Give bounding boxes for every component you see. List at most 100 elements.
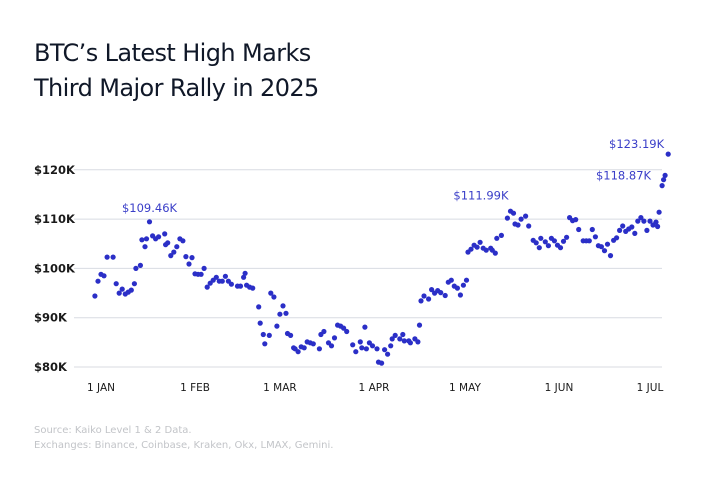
- x-tick-label: 1 JAN: [87, 382, 115, 394]
- data-point: [494, 235, 500, 241]
- data-point: [448, 277, 454, 283]
- data-point: [604, 241, 611, 247]
- data-point: [620, 223, 626, 229]
- data-point: [656, 209, 662, 215]
- price-annotations: $109.46K $111.99K $118.87K $123.19K: [122, 137, 665, 215]
- data-point: [438, 290, 444, 296]
- chart-footer: Source: Kaiko Level 1 & 2 Data. Exchange…: [34, 423, 333, 453]
- data-point: [483, 247, 489, 253]
- data-point: [426, 296, 432, 302]
- data-point: [274, 323, 280, 329]
- data-point: [592, 234, 599, 240]
- data-point: [241, 274, 247, 280]
- data-point: [189, 255, 195, 261]
- data-point: [638, 215, 644, 221]
- data-point: [277, 311, 283, 317]
- data-point: [288, 332, 294, 338]
- data-point: [204, 284, 210, 290]
- data-point: [635, 218, 641, 224]
- data-point: [321, 328, 327, 335]
- data-point: [183, 254, 189, 260]
- data-point: [545, 243, 552, 249]
- data-point: [213, 274, 219, 280]
- y-tick-label: $100K: [34, 261, 76, 275]
- data-point: [442, 292, 448, 299]
- data-point: [374, 346, 380, 352]
- data-point: [359, 345, 365, 351]
- data-point: [560, 238, 567, 244]
- data-point: [250, 285, 256, 291]
- data-point: [400, 331, 406, 338]
- data-point: [429, 287, 435, 293]
- data-point: [551, 238, 558, 244]
- data-point: [659, 183, 665, 189]
- data-point: [661, 177, 667, 183]
- data-point: [237, 283, 244, 289]
- y-gridlines: [74, 169, 662, 368]
- y-tick-label: $90K: [34, 311, 68, 325]
- data-point: [310, 341, 316, 347]
- data-point: [586, 238, 592, 244]
- data-point: [362, 324, 368, 330]
- data-point: [607, 253, 614, 259]
- data-point: [498, 232, 504, 238]
- data-point: [328, 343, 335, 349]
- data-point: [515, 222, 521, 228]
- data-point: [350, 342, 356, 348]
- data-point: [174, 244, 180, 250]
- data-point: [589, 226, 595, 233]
- data-point: [421, 293, 427, 299]
- data-point: [104, 254, 110, 260]
- data-point: [262, 341, 268, 347]
- chart-title-line-1: BTC’s Latest High Marks: [34, 39, 311, 67]
- data-point: [266, 332, 272, 338]
- data-point: [492, 250, 498, 256]
- chart-title-line-2: Third Major Rally in 2025: [34, 74, 319, 102]
- data-point: [389, 336, 395, 342]
- x-tick-label: 1 JUN: [545, 382, 574, 394]
- data-point: [146, 219, 153, 225]
- data-point: [564, 234, 570, 240]
- data-point: [168, 253, 174, 259]
- data-point: [474, 244, 480, 250]
- y-axis-tick-labels: $80K $90K $100K $110K $120K: [34, 163, 76, 374]
- price-annotation: $123.19K: [609, 137, 665, 151]
- data-point: [95, 278, 101, 284]
- data-point: [92, 293, 98, 299]
- data-point: [119, 286, 125, 292]
- data-point: [295, 349, 301, 355]
- data-point: [165, 240, 171, 246]
- data-point: [379, 360, 385, 366]
- data-point: [536, 245, 542, 251]
- data-point: [171, 249, 177, 255]
- data-point: [162, 231, 168, 237]
- data-point: [283, 310, 289, 316]
- data-point: [573, 217, 579, 223]
- data-point: [542, 239, 548, 245]
- data-point: [242, 270, 248, 276]
- data-point: [504, 215, 510, 221]
- data-point: [101, 273, 107, 279]
- data-point: [463, 277, 470, 283]
- data-point: [353, 349, 359, 355]
- data-point: [617, 227, 623, 233]
- price-annotation: $109.46K: [122, 201, 178, 215]
- y-tick-label: $120K: [34, 163, 76, 177]
- data-point: [629, 224, 635, 230]
- data-point: [392, 332, 398, 338]
- data-point: [331, 335, 338, 341]
- data-point: [142, 244, 148, 250]
- data-point: [653, 219, 659, 225]
- exchanges-note: Exchanges: Binance, Coinbase, Kraken, Ok…: [34, 440, 334, 451]
- data-point: [257, 320, 263, 326]
- data-point: [523, 213, 529, 219]
- data-point: [139, 237, 145, 243]
- x-tick-label: 1 FEB: [180, 382, 210, 394]
- data-point: [341, 325, 347, 331]
- data-point: [186, 261, 192, 267]
- price-points: [92, 151, 671, 366]
- data-point: [133, 265, 139, 271]
- data-point: [388, 343, 394, 349]
- data-point: [268, 290, 274, 296]
